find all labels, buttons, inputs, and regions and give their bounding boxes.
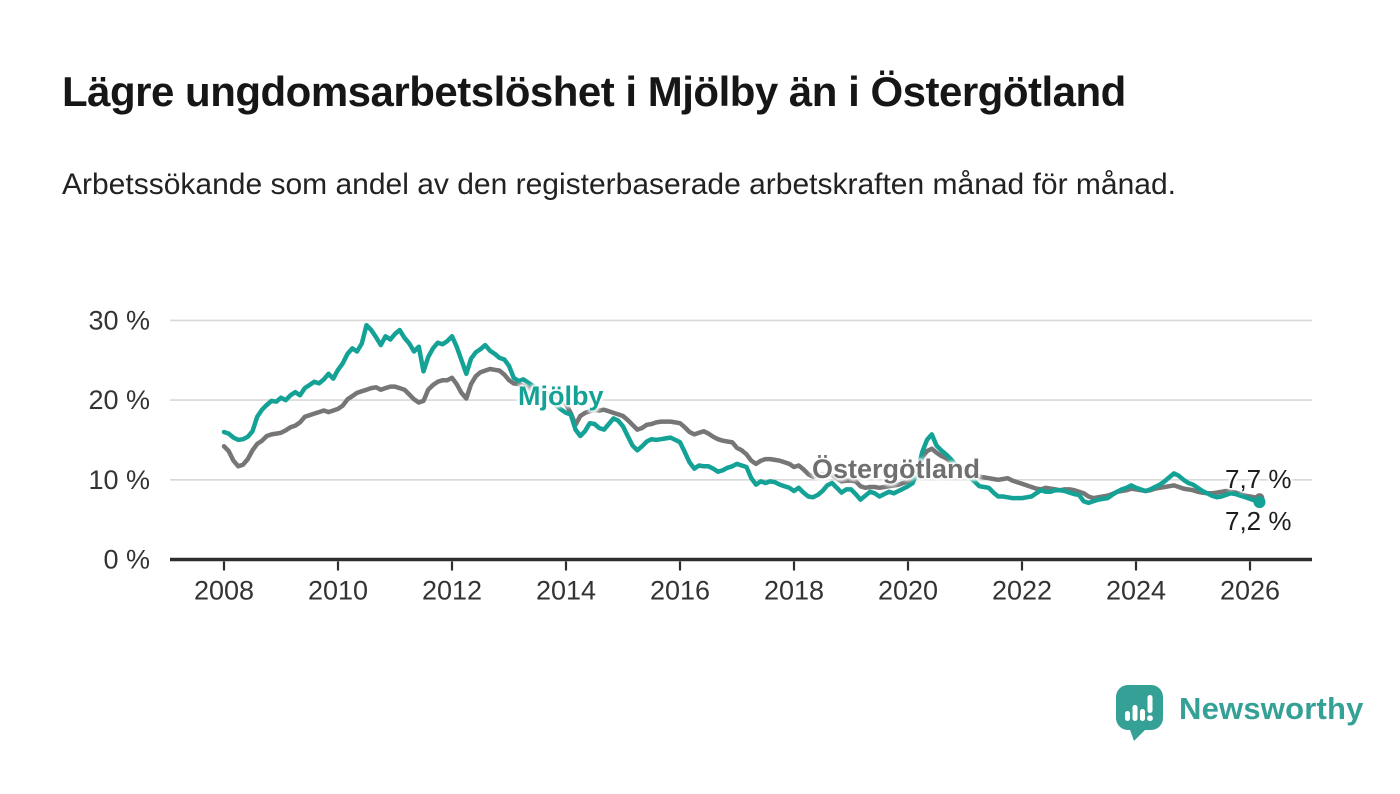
y-tick-label: 20 % bbox=[88, 385, 150, 415]
y-tick-label: 30 % bbox=[88, 305, 150, 335]
mjolby-line-end-dot bbox=[1253, 496, 1266, 509]
x-axis-group bbox=[170, 557, 1312, 571]
x-tick-label: 2024 bbox=[1106, 576, 1166, 606]
brand-name: Newsworthy bbox=[1179, 691, 1364, 726]
x-tick-label: 2014 bbox=[536, 576, 596, 606]
end-value-label-ostergotland: 7,7 % bbox=[1225, 464, 1292, 494]
y-tick-label: 0 % bbox=[103, 545, 150, 575]
x-tick-label: 2022 bbox=[992, 576, 1052, 606]
x-tick-label: 2012 bbox=[422, 576, 482, 606]
end-value-label-mjolby: 7,2 % bbox=[1225, 506, 1292, 536]
chart-subtitle: Arbetssökande som andel av den registerb… bbox=[62, 168, 1176, 201]
x-tick-label: 2008 bbox=[194, 576, 254, 606]
series-label-ostergotland: Östergötland bbox=[812, 454, 981, 484]
x-tick-label: 2010 bbox=[308, 576, 368, 606]
mjolby-line bbox=[221, 322, 1262, 506]
y-tick-label: 10 % bbox=[88, 465, 150, 495]
newsworthy-logo[interactable]: Newsworthy bbox=[1115, 684, 1364, 742]
x-tick-label: 2018 bbox=[764, 576, 824, 606]
axis-labels-group: 0 % 10 % 20 % 30 % 2008 2010 2012 2014 2016 2018 2… bbox=[88, 305, 1280, 605]
x-tick-label: 2020 bbox=[878, 576, 938, 606]
x-tick-label: 2016 bbox=[650, 576, 710, 606]
page-title: Lägre ungdomsarbetslöshet i Mjölby än i … bbox=[62, 68, 1126, 115]
speech-bubble-bar-chart-icon bbox=[1116, 685, 1163, 741]
series-label-mjolby: Mjölby bbox=[518, 381, 604, 411]
gridlines-group bbox=[170, 319, 1312, 481]
ostergotland-line bbox=[221, 366, 1262, 501]
x-tick-label: 2026 bbox=[1220, 576, 1280, 606]
series-group bbox=[221, 322, 1266, 509]
